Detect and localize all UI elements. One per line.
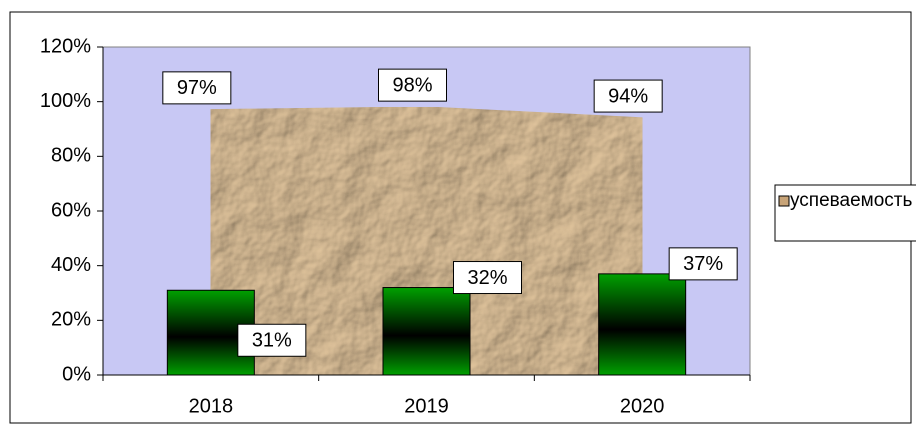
legend-swatch xyxy=(778,195,790,207)
x-tick-label: 2020 xyxy=(620,395,665,417)
data-label: 37% xyxy=(683,253,723,275)
data-label-box xyxy=(378,68,447,102)
bar xyxy=(382,287,471,376)
y-tick-label: 80% xyxy=(51,145,91,167)
y-tick-label: 100% xyxy=(40,90,91,112)
data-label: 97% xyxy=(177,77,217,99)
data-label: 31% xyxy=(252,330,292,352)
x-tick-label: 2019 xyxy=(404,395,449,417)
y-tick-label: 120% xyxy=(40,35,91,57)
legend-label: успеваемость xyxy=(790,190,913,211)
data-label: 98% xyxy=(392,74,432,96)
y-tick-label: 0% xyxy=(62,363,91,385)
data-label: 94% xyxy=(608,85,648,107)
y-tick-label: 20% xyxy=(51,309,91,331)
x-tick-label: 2018 xyxy=(189,395,234,417)
y-tick-label: 60% xyxy=(51,199,91,221)
data-label: 32% xyxy=(467,267,507,289)
bar xyxy=(598,273,687,376)
data-label-box xyxy=(237,323,307,357)
data-label-box xyxy=(593,79,663,113)
data-label-box xyxy=(453,261,522,295)
y-tick-label: 40% xyxy=(51,254,91,276)
legend-box xyxy=(774,184,916,242)
data-label-box xyxy=(162,71,232,105)
data-label-box xyxy=(668,247,738,281)
